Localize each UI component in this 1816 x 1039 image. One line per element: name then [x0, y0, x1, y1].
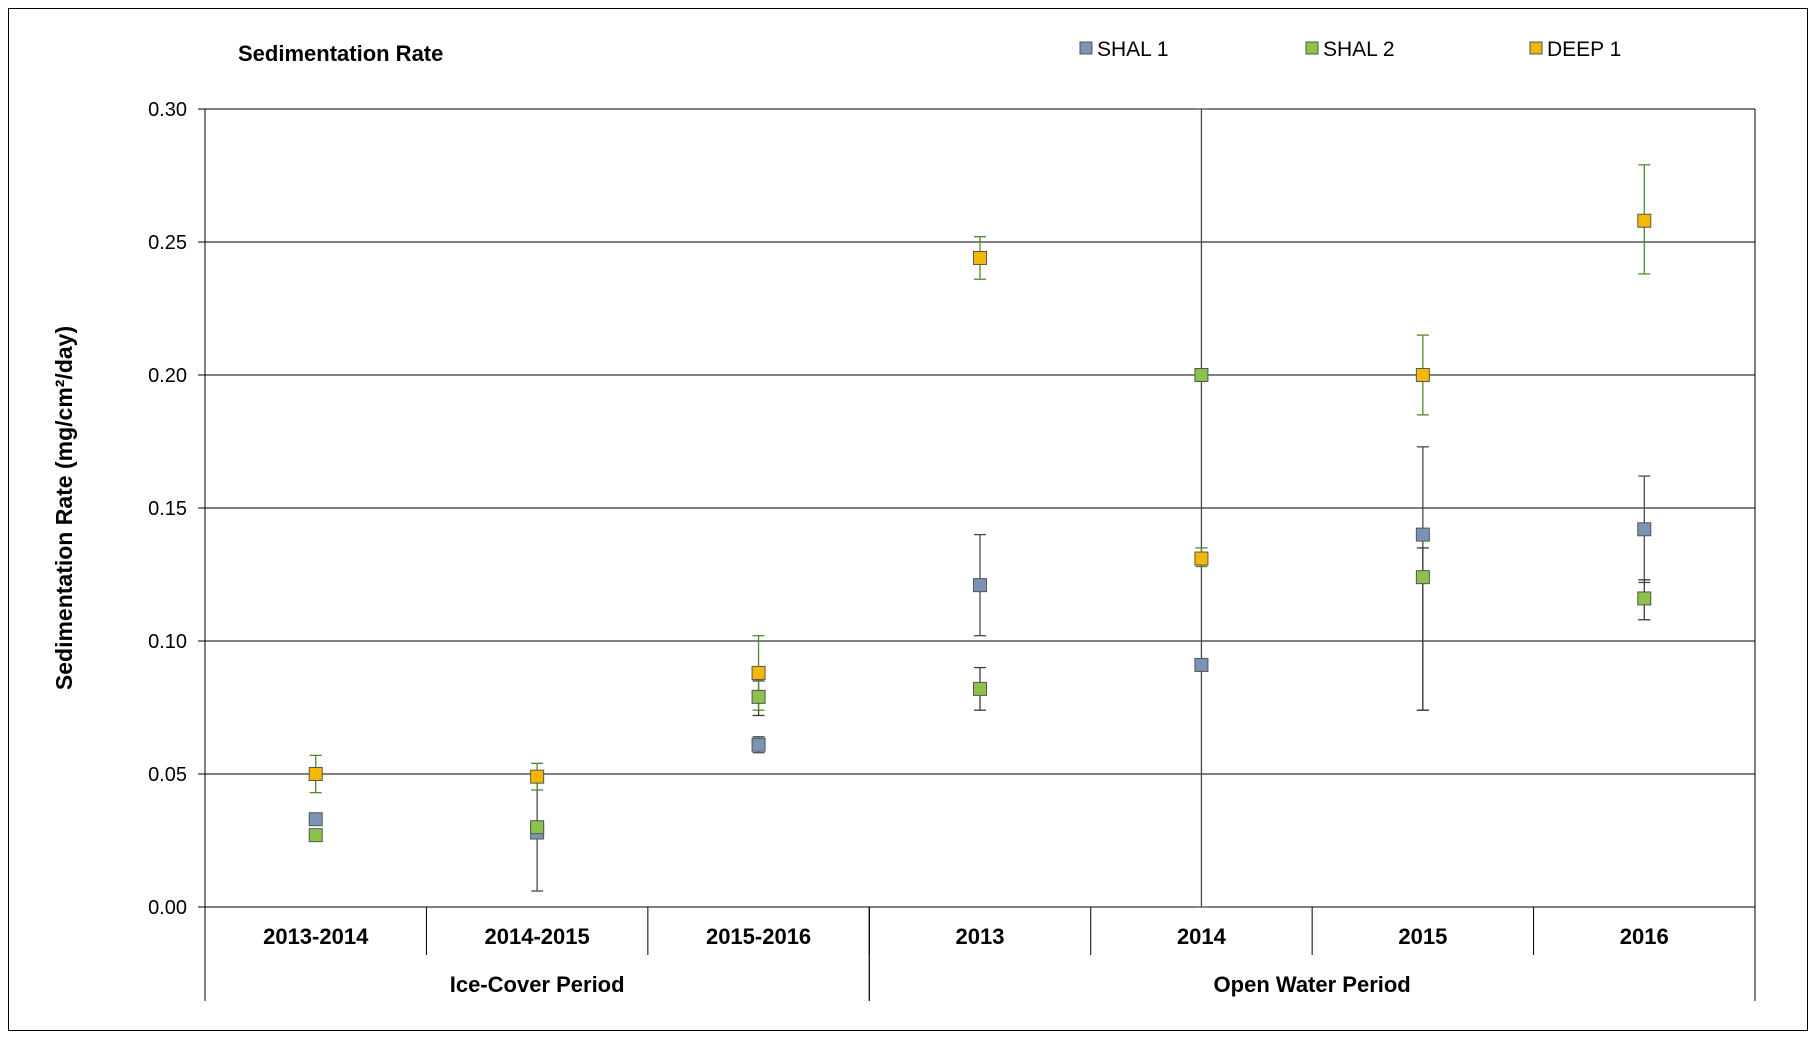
- x-group-label-0: Ice-Cover Period: [450, 972, 625, 997]
- point-deep-1-1: [530, 769, 545, 784]
- y-axis-label: Sedimentation Rate (mg/cm²/day): [51, 326, 77, 690]
- legend-label-2: DEEP 1: [1547, 38, 1621, 61]
- point-deep-1-4: [1194, 551, 1209, 566]
- x-category-label-6: 2016: [1620, 924, 1669, 949]
- point-shal-1-6: [1637, 522, 1652, 537]
- legend-marker-1: [1305, 41, 1319, 55]
- legend-marker-2: [1529, 41, 1543, 55]
- data-points: [308, 213, 1652, 843]
- point-shal-2-3: [973, 681, 987, 696]
- x-category-label-0: 2013-2014: [263, 924, 369, 949]
- point-shal-1-3: [973, 578, 987, 593]
- y-tick-label-6: 0.30: [148, 99, 187, 121]
- point-shal-2-6: [1637, 591, 1652, 606]
- point-deep-1-6: [1637, 213, 1652, 228]
- point-deep-1-0: [308, 767, 323, 781]
- y-tick-label-0: 0.00: [148, 897, 187, 919]
- point-shal-2-2: [751, 689, 766, 704]
- point-shal-2-0: [308, 828, 323, 843]
- y-tick-label-4: 0.20: [148, 365, 187, 387]
- y-tick-label-3: 0.15: [148, 498, 187, 520]
- point-deep-1-3: [973, 250, 987, 265]
- point-deep-1-2: [751, 665, 766, 680]
- point-shal-2-5: [1415, 570, 1430, 585]
- point-shal-2-1: [530, 820, 545, 835]
- chart-title: Sedimentation Rate: [238, 41, 443, 66]
- legend-label-0: SHAL 1: [1097, 38, 1169, 61]
- x-category-label-2: 2015-2016: [706, 924, 811, 949]
- legend-label-1: SHAL 2: [1323, 38, 1395, 61]
- gridlines: [204, 108, 1756, 908]
- y-tick-label-2: 0.10: [148, 631, 187, 653]
- x-category-label-1: 2014-2015: [485, 924, 590, 949]
- y-axis: 0.00 0.05 0.10 0.15 0.20 0.25 0.30: [148, 99, 205, 919]
- x-category-label-3: 2013: [956, 924, 1005, 949]
- y-tick-label-5: 0.25: [148, 232, 187, 254]
- y-tick-label-1: 0.05: [148, 764, 187, 786]
- chart-frame: [8, 8, 1808, 1031]
- legend-marker-0: [1079, 41, 1093, 55]
- point-shal-1-2: [751, 737, 766, 752]
- legend: SHAL 1 SHAL 2 DEEP 1: [1079, 38, 1621, 61]
- x-axis: 2013-2014 2014-2015 2015-2016 2013 2014 2015 2…: [204, 907, 1756, 1001]
- point-shal-1-5: [1415, 527, 1430, 542]
- x-category-label-5: 2015: [1398, 924, 1447, 949]
- point-shal-1-0: [308, 812, 323, 827]
- point-deep-1-5: [1415, 368, 1430, 382]
- x-group-label-1: Open Water Period: [1214, 972, 1411, 997]
- x-category-label-4: 2014: [1177, 924, 1227, 949]
- point-shal-1-4: [1194, 657, 1209, 672]
- point-shal-2-4: [1194, 368, 1209, 382]
